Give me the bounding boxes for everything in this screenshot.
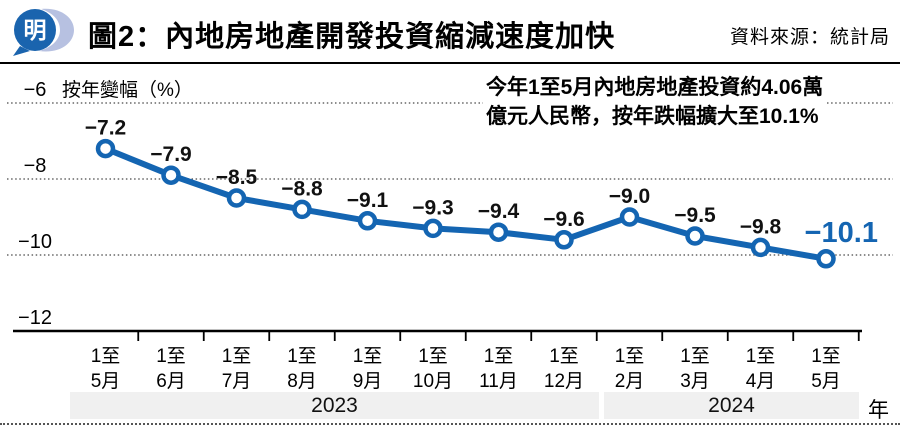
data-point [161,165,181,185]
x-tick-label: 1至 11月 [479,346,518,392]
data-point [488,222,509,242]
x-tick-label: 1至 2月 [615,346,645,392]
x-tick-label: 1至 12月 [544,346,584,392]
figure-title: 圖2：內地房地產開發投資縮減速度加快 [88,21,616,53]
y-tick-label: −6 [24,79,47,101]
annotation-line-2: 億元人民幣，按年跌幅擴大至10.1% [486,105,819,128]
data-point [357,211,378,231]
year-band-2023: 2023 [70,392,599,419]
year-band-2024: 2024 [604,392,859,419]
x-tick-label: 1至 5月 [91,346,121,392]
data-label: −9.1 [347,189,389,212]
year-band-2024-label: 2024 [708,393,755,417]
data-point [292,199,312,220]
data-label: −7.9 [150,143,191,166]
data-point [95,138,116,159]
y-tick-label: −10 [18,231,52,253]
data-label: −9.0 [609,185,650,208]
annotation-line-1: 今年1至5月內地房地產投資約4.06萬 [486,76,824,99]
annotation: 今年1至5月內地房地產投資約4.06萬 億元人民幣，按年跌幅擴大至10.1% [483,72,827,132]
x-tick-label: 1至 5月 [811,346,841,392]
data-label: −9.3 [412,196,453,219]
mingpao-logo-icon: 明 [13,8,74,56]
data-label: −9.5 [674,204,716,227]
data-label: −8.8 [281,177,323,200]
logo-character: 明 [24,17,47,43]
logo-bubble-tail [13,46,30,56]
data-label: −9.8 [740,215,782,238]
data-point [423,218,443,239]
x-tick-label: 1至 6月 [156,346,186,392]
x-tick-label: 1至 10月 [413,346,453,392]
y-tick-label: −8 [24,155,47,177]
data-label: −9.4 [478,200,520,223]
x-tick-label: 1至 4月 [746,346,776,392]
data-label: −7.2 [85,117,126,140]
trend-line [102,145,829,262]
data-point [226,188,247,208]
logo-swoosh [39,8,74,52]
data-point [554,230,574,250]
header: 明 圖2：內地房地產開發投資縮減速度加快 資料來源：統計局 [0,0,900,64]
data-point [619,207,640,227]
x-tick-label: 1至 7月 [222,346,252,392]
data-label: −8.5 [216,166,258,189]
y-axis-title: 按年變幅（%） [62,79,193,101]
year-band-2023-label: 2023 [311,393,358,417]
y-tick-label: −12 [18,307,52,329]
data-point [750,237,771,258]
data-point [685,226,705,246]
data-label: −9.6 [543,208,584,231]
data-source: 資料來源：統計局 [729,27,890,48]
x-tick-label: 1至 3月 [680,346,710,392]
logo-bubble [14,9,56,51]
data-point [816,249,836,269]
x-tick-label: 1至 9月 [353,346,383,392]
data-label-highlight: −10.1 [805,217,878,249]
x-axis-unit: 年 [868,399,889,422]
bottom-divider [0,423,900,425]
x-tick-label: 1至 8月 [287,346,317,392]
